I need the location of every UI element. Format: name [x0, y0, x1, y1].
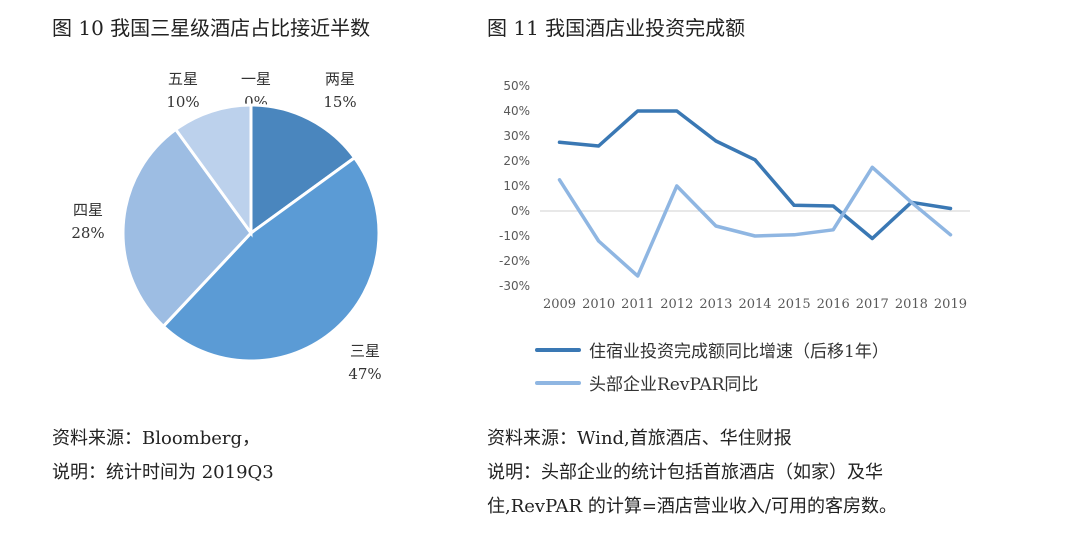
- pie-slice-四星: [121, 127, 253, 329]
- pie-pct-三星: 47%: [348, 365, 381, 383]
- legend-label-series2: 头部企业RevPAR同比: [589, 375, 759, 395]
- series-1-point-2016: [831, 204, 835, 208]
- pie-label-两星: 两星: [325, 70, 355, 88]
- series-2-point-2011: [636, 274, 640, 278]
- series-2-point-2016: [831, 228, 835, 232]
- y-tick-label: 30%: [503, 129, 530, 143]
- legend-item-series2: 头部企业RevPAR同比: [535, 370, 758, 395]
- x-tick-label-2018: 2018: [895, 297, 928, 312]
- left-chart-title: 图 10 我国三星级酒店占比接近半数: [52, 16, 371, 40]
- x-tick-label-2012: 2012: [660, 297, 693, 312]
- pie-label-五星: 五星: [168, 70, 198, 88]
- series-1-point-2015: [792, 203, 796, 207]
- y-tick-label: 20%: [503, 154, 530, 168]
- series-line-1: [557, 109, 953, 241]
- legend-swatch-series2: [535, 380, 581, 385]
- legend-swatch-series1: [535, 347, 581, 352]
- series-2-point-2017: [870, 165, 874, 169]
- x-tick-label-2014: 2014: [738, 297, 771, 312]
- series-2-point-2018: [909, 200, 913, 204]
- series-1-point-2010: [597, 144, 601, 148]
- y-tick-label: 0%: [511, 204, 530, 218]
- series-1-point-2014: [753, 158, 757, 162]
- x-tick-label-2015: 2015: [778, 297, 811, 312]
- left-source-note: 资料来源：Bloomberg，: [52, 428, 261, 449]
- series-2-point-2010: [597, 239, 601, 243]
- x-tick-label-2013: 2013: [699, 297, 732, 312]
- right-description-note-line2: 住,RevPAR 的计算=酒店营业收入/可用的客房数。: [487, 496, 897, 517]
- pie-label-三星: 三星: [350, 342, 380, 360]
- right-description-note-line1: 说明：头部企业的统计包括首旅酒店（如家）及华: [487, 462, 883, 483]
- series-2-point-2013: [714, 224, 718, 228]
- y-tick-label: -10%: [499, 229, 530, 243]
- y-tick-label: 50%: [503, 79, 530, 93]
- series-2-point-2012: [675, 184, 679, 188]
- y-tick-label: 10%: [503, 179, 530, 193]
- x-tick-label-2011: 2011: [621, 297, 654, 312]
- y-tick-label: 40%: [503, 104, 530, 118]
- series-1-point-2017: [870, 237, 874, 240]
- pie-label-四星: 四星: [73, 201, 103, 219]
- series-1-point-2019: [948, 207, 952, 210]
- pie-slice-五星: [173, 103, 253, 238]
- pie-pct-四星: 28%: [71, 224, 104, 242]
- x-tick-label-2017: 2017: [856, 297, 889, 312]
- series-2-point-2015: [792, 233, 796, 237]
- pie-slice-三星: [161, 155, 381, 363]
- series-1-point-2011: [636, 109, 640, 113]
- y-tick-label: -30%: [499, 279, 530, 293]
- pie-pct-五星: 10%: [166, 93, 199, 111]
- y-tick-label: -20%: [499, 254, 530, 268]
- series-1-point-2009: [558, 140, 562, 144]
- x-tick-label-2019: 2019: [934, 297, 967, 312]
- series-1-point-2013: [714, 139, 718, 143]
- legend-label-series1: 住宿业投资完成额同比增速（后移1年）: [589, 342, 889, 362]
- right-source-note: 资料来源：Wind,首旅酒店、华住财报: [487, 428, 792, 449]
- x-tick-label-2010: 2010: [582, 297, 615, 312]
- right-chart-title: 图 11 我国酒店业投资完成额: [487, 16, 746, 40]
- pie-pct-两星: 15%: [323, 93, 356, 111]
- series-2-point-2014: [753, 234, 757, 238]
- legend-item-series1: 住宿业投资完成额同比增速（后移1年）: [535, 337, 889, 362]
- series-2-point-2019: [948, 233, 952, 237]
- hotel-investment-line-chart: 50% 40% 30% 20% 10% 0% -10% -20% -30% 2009 2010 201…: [499, 79, 970, 312]
- series-2-point-2009: [558, 178, 562, 182]
- pie-label-一星: 一星: [241, 70, 271, 88]
- x-tick-label-2016: 2016: [817, 297, 850, 312]
- left-description-note: 说明：统计时间为 2019Q3: [52, 462, 274, 483]
- pie-slice-两星: [249, 103, 357, 236]
- series-1-point-2012: [675, 109, 679, 113]
- x-tick-label-2009: 2009: [543, 297, 576, 312]
